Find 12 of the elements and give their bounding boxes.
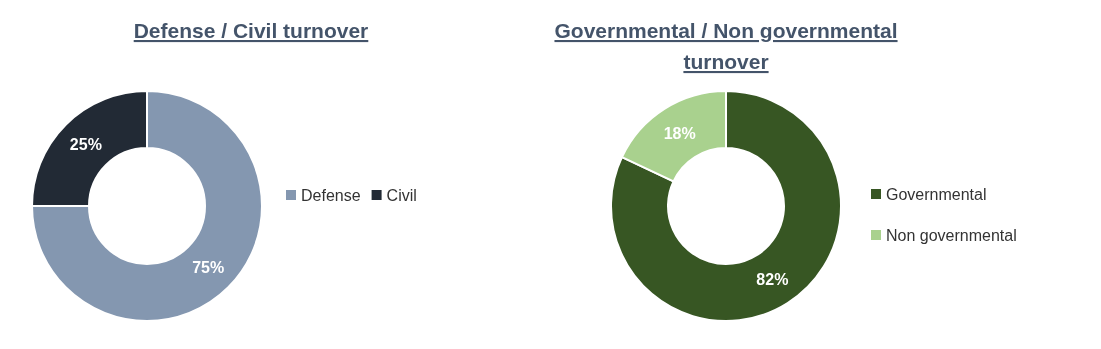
legend-label: Non governmental xyxy=(886,226,1017,244)
chart-title: Governmental / Non governmental turnover xyxy=(554,19,898,73)
data-label: 18% xyxy=(663,124,696,142)
legend-label: Defense xyxy=(301,186,361,204)
data-label: 75% xyxy=(192,258,225,276)
legend-label: Governmental xyxy=(886,185,987,203)
chart-title: Defense / Civil turnover xyxy=(133,19,369,42)
donut-slice xyxy=(610,90,842,322)
data-label: 25% xyxy=(69,136,102,154)
donut-slice xyxy=(31,90,263,322)
data-label: 82% xyxy=(756,270,789,288)
legend-label: Civil xyxy=(386,186,417,204)
